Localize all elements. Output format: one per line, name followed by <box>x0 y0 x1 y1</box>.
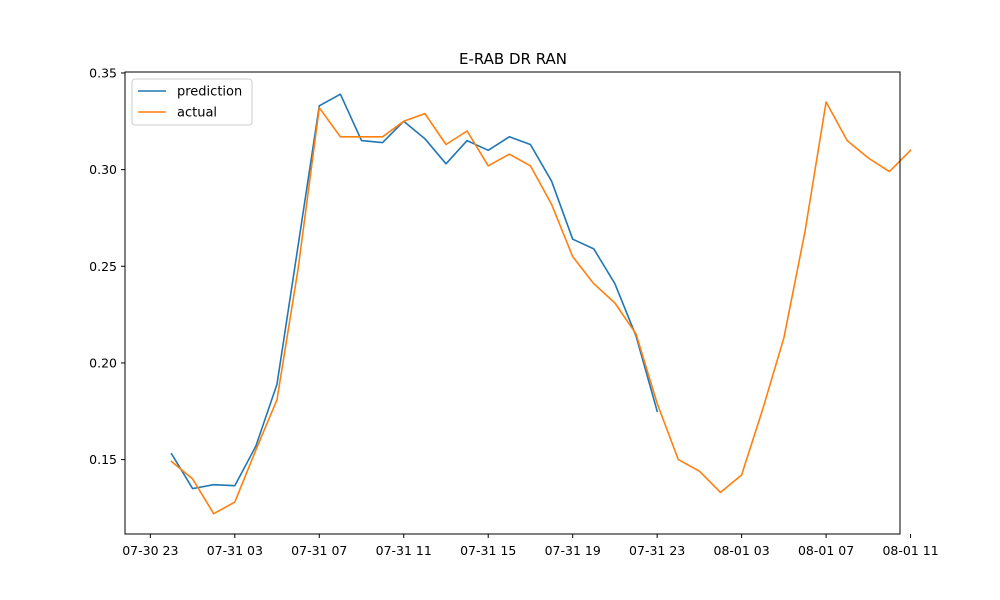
legend-label-actual: actual <box>177 106 217 121</box>
x-tick-label: 07-31 07 <box>291 543 347 558</box>
legend: prediction actual <box>131 78 253 126</box>
x-tick-label: 08-01 07 <box>798 543 854 558</box>
legend-label-prediction: prediction <box>177 85 242 100</box>
chart-title: E-RAB DR RAN <box>459 50 567 68</box>
x-axis: 07-30 23 07-31 03 07-31 07 07-31 11 07-31 15… <box>122 534 939 558</box>
x-tick-label: 07-31 11 <box>376 543 432 558</box>
x-tick-label: 07-31 19 <box>545 543 601 558</box>
plot-frame <box>124 71 901 535</box>
x-tick-label: 07-30 23 <box>122 543 178 558</box>
x-tick-label: 07-31 23 <box>629 543 685 558</box>
y-tick-label: 0.30 <box>89 162 117 177</box>
y-tick-label: 0.15 <box>89 452 117 467</box>
x-tick-label: 08-01 03 <box>714 543 770 558</box>
y-tick-label: 0.20 <box>89 355 117 370</box>
x-tick-label: 07-31 03 <box>207 543 263 558</box>
series-line-actual <box>170 101 912 515</box>
series-layer <box>170 93 912 515</box>
y-axis: 0.15 0.20 0.25 0.30 0.35 <box>89 65 125 467</box>
y-tick-label: 0.25 <box>89 259 117 274</box>
series-line-prediction <box>170 93 659 490</box>
x-tick-label: 07-31 15 <box>460 543 516 558</box>
y-tick-label: 0.35 <box>89 65 117 80</box>
x-tick-label: 08-01 11 <box>882 543 938 558</box>
